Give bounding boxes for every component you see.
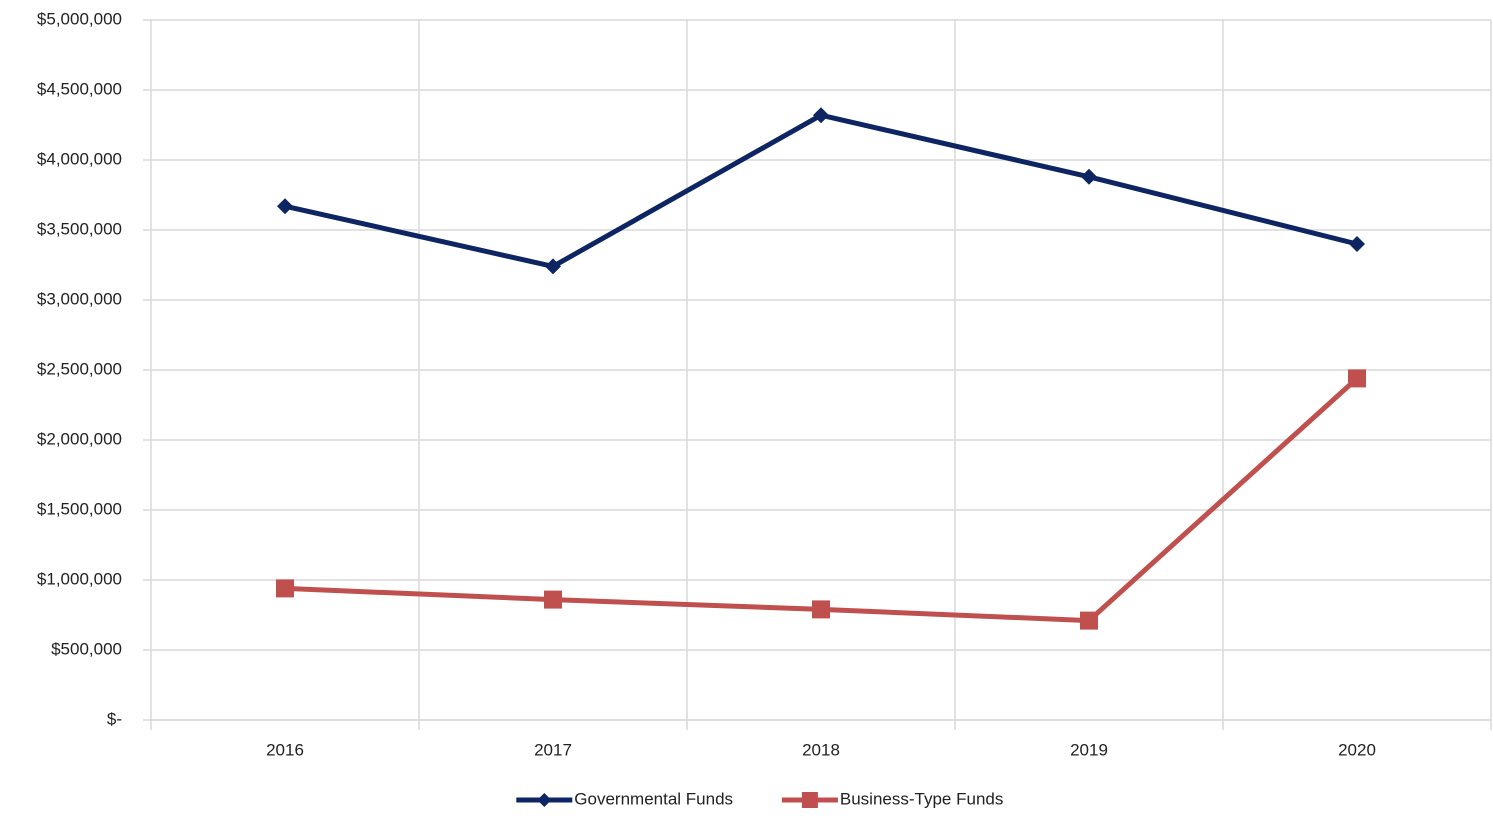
legend-label: Business-Type Funds [840,789,1003,808]
x-tick-label: 2018 [802,740,840,759]
point-marker [812,600,830,619]
point-marker [544,590,562,609]
y-tick-label: $2,500,000 [37,359,122,378]
y-tick-label: $5,000,000 [37,9,122,28]
point-marker [1349,236,1365,252]
legend-marker [801,792,818,808]
y-tick-label: $1,500,000 [37,499,122,518]
y-tick-label: $3,000,000 [37,289,122,308]
y-tick-label: $500,000 [51,639,122,658]
y-tick-label: $- [107,709,122,728]
y-tick-label: $1,000,000 [37,569,122,588]
y-tick-label: $3,500,000 [37,219,122,238]
x-tick-label: 2017 [534,740,572,759]
y-tick-label: $4,000,000 [37,149,122,168]
point-marker [813,107,829,124]
legend-label: Governmental Funds [574,789,733,808]
point-marker [276,579,294,598]
y-tick-label: $2,000,000 [37,429,122,448]
series-line [284,112,1358,269]
point-marker [545,258,561,275]
x-tick-label: 2019 [1070,740,1108,759]
series-line [284,376,1359,624]
legend-marker [537,793,552,807]
x-tick-label: 2016 [266,740,304,759]
point-marker [1081,168,1097,185]
point-marker [1348,369,1366,388]
point-marker [1080,611,1098,630]
point-marker [277,198,293,215]
y-tick-label: $4,500,000 [37,79,122,98]
x-tick-label: 2020 [1338,740,1376,759]
